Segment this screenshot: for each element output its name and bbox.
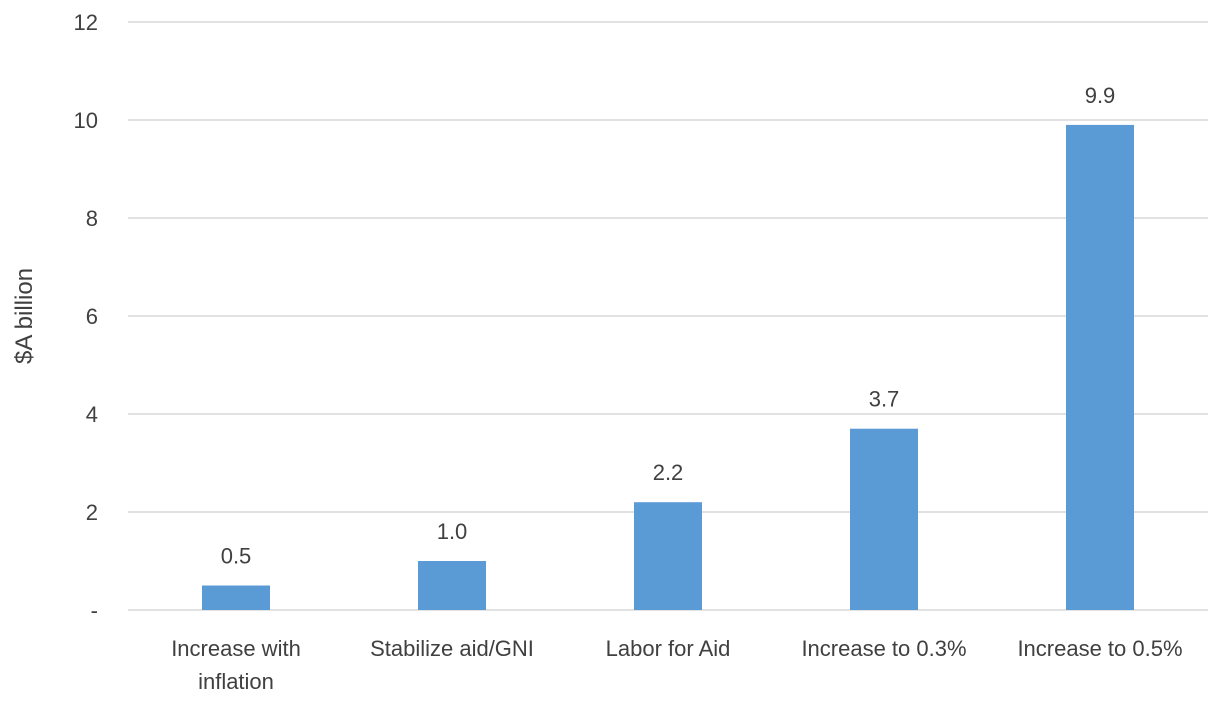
x-tick-label: Labor for Aid (606, 636, 731, 661)
gridlines (128, 21, 1208, 611)
y-tick-label: - (91, 598, 98, 623)
x-tick-label: Increase to 0.3% (801, 636, 966, 661)
y-axis-ticks: - 2 4 6 8 10 12 (74, 10, 98, 623)
bar-2 (634, 502, 702, 610)
data-labels: 0.5 1.0 2.2 3.7 9.9 (221, 83, 1116, 569)
data-label-0: 0.5 (221, 544, 252, 569)
bar-0 (202, 585, 270, 610)
y-tick-label: 10 (74, 108, 98, 133)
bar-4 (1066, 124, 1134, 611)
y-tick-label: 2 (86, 500, 98, 525)
x-tick-label: inflation (198, 669, 274, 694)
y-tick-label: 4 (86, 402, 98, 427)
bar-1 (418, 561, 486, 610)
bars (202, 124, 1134, 611)
data-label-1: 1.0 (437, 519, 468, 544)
x-tick-label: Stabilize aid/GNI (370, 636, 534, 661)
x-tick-label: Increase with (171, 636, 301, 661)
y-tick-label: 12 (74, 10, 98, 35)
x-axis-ticks: Increase with inflation Stabilize aid/GNI L… (171, 636, 1182, 694)
y-axis-label: $A billion (11, 268, 38, 364)
y-tick-label: 8 (86, 206, 98, 231)
x-tick-label: Increase to 0.5% (1017, 636, 1182, 661)
y-tick-label: 6 (86, 304, 98, 329)
data-label-3: 3.7 (869, 387, 900, 412)
data-label-4: 9.9 (1085, 83, 1116, 108)
bar-3 (850, 428, 918, 610)
data-label-2: 2.2 (653, 460, 684, 485)
